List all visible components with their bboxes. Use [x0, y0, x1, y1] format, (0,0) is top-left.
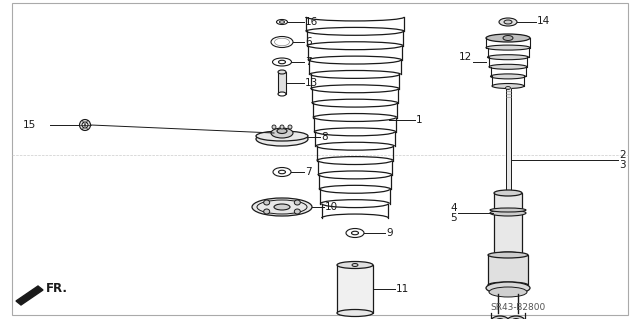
Ellipse shape — [294, 200, 300, 205]
Ellipse shape — [499, 18, 517, 26]
Ellipse shape — [346, 228, 364, 238]
Ellipse shape — [504, 20, 512, 24]
Ellipse shape — [496, 318, 504, 319]
Ellipse shape — [271, 36, 293, 48]
Ellipse shape — [488, 252, 528, 258]
Ellipse shape — [351, 231, 358, 235]
Bar — [494, 193, 522, 255]
Ellipse shape — [278, 92, 286, 96]
Bar — [278, 72, 286, 94]
Ellipse shape — [256, 131, 308, 141]
Text: 12: 12 — [459, 52, 472, 62]
Ellipse shape — [275, 38, 289, 46]
Text: 4: 4 — [451, 203, 457, 213]
Text: 13: 13 — [305, 78, 318, 88]
Bar — [337, 265, 373, 313]
Ellipse shape — [490, 210, 526, 216]
Ellipse shape — [489, 64, 527, 69]
Ellipse shape — [278, 170, 285, 174]
Polygon shape — [16, 286, 43, 305]
Ellipse shape — [337, 309, 373, 316]
Ellipse shape — [494, 190, 522, 196]
Text: 2: 2 — [619, 150, 626, 160]
Ellipse shape — [352, 263, 358, 266]
Text: 15: 15 — [23, 120, 36, 130]
Ellipse shape — [79, 120, 90, 130]
Ellipse shape — [280, 125, 284, 129]
Text: 3: 3 — [619, 160, 626, 170]
Ellipse shape — [252, 198, 312, 216]
Ellipse shape — [507, 316, 525, 319]
Ellipse shape — [277, 129, 287, 133]
Text: 14: 14 — [537, 16, 550, 26]
Text: 16: 16 — [305, 17, 318, 27]
Ellipse shape — [337, 262, 373, 269]
Text: 9: 9 — [386, 228, 392, 238]
Ellipse shape — [506, 86, 511, 90]
Ellipse shape — [489, 287, 527, 297]
Ellipse shape — [271, 128, 293, 138]
Ellipse shape — [278, 40, 287, 44]
Ellipse shape — [264, 200, 269, 205]
Ellipse shape — [294, 209, 300, 214]
Ellipse shape — [488, 55, 529, 60]
Ellipse shape — [276, 19, 287, 25]
Ellipse shape — [273, 58, 291, 66]
Ellipse shape — [272, 125, 276, 129]
Text: 7: 7 — [305, 57, 312, 67]
Text: 1: 1 — [416, 115, 422, 125]
Ellipse shape — [491, 316, 509, 319]
Ellipse shape — [256, 132, 308, 146]
Bar — [488, 255, 528, 285]
Bar — [506, 88, 511, 195]
Ellipse shape — [82, 122, 88, 128]
Text: 5: 5 — [451, 213, 457, 223]
Ellipse shape — [278, 70, 286, 74]
Ellipse shape — [278, 60, 285, 64]
Text: FR.: FR. — [46, 281, 68, 294]
Ellipse shape — [488, 282, 528, 288]
Ellipse shape — [490, 208, 526, 212]
Ellipse shape — [486, 282, 530, 294]
Text: 6: 6 — [305, 37, 312, 47]
Ellipse shape — [494, 252, 522, 258]
Text: 8: 8 — [321, 132, 328, 142]
Text: 11: 11 — [396, 284, 409, 294]
Ellipse shape — [274, 204, 290, 210]
Ellipse shape — [264, 209, 269, 214]
Text: 10: 10 — [325, 202, 338, 212]
Ellipse shape — [503, 35, 513, 41]
Ellipse shape — [486, 34, 530, 42]
Ellipse shape — [512, 318, 520, 319]
Ellipse shape — [257, 200, 307, 214]
Ellipse shape — [492, 84, 524, 88]
Ellipse shape — [288, 125, 292, 129]
Text: 7: 7 — [305, 167, 312, 177]
Ellipse shape — [486, 45, 530, 50]
Ellipse shape — [273, 167, 291, 176]
Ellipse shape — [490, 74, 525, 79]
Text: SR43-B2800: SR43-B2800 — [490, 303, 545, 313]
Ellipse shape — [280, 21, 285, 23]
